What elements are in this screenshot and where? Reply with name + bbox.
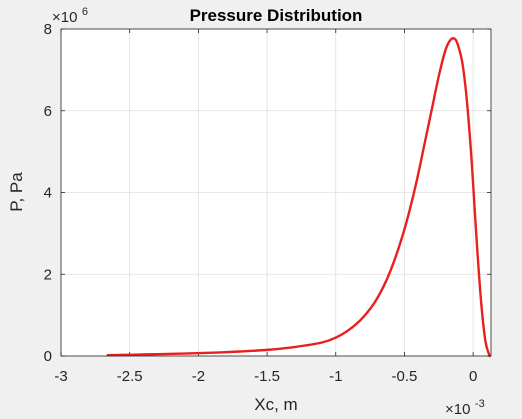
x-tick-label: -3 <box>54 368 67 385</box>
y-multiplier-exponent: 6 <box>82 6 88 18</box>
x-multiplier-base: ×10 <box>445 401 470 418</box>
y-tick-label: 2 <box>44 266 52 283</box>
x-tick-label: -1 <box>329 368 342 385</box>
x-tick-label: -1.5 <box>254 368 280 385</box>
y-tick-label: 6 <box>44 103 52 120</box>
x-tick-label: -2.5 <box>117 368 143 385</box>
pressure-series-line <box>106 37 491 358</box>
y-multiplier-base: ×10 <box>52 9 77 26</box>
y-tick-label: 0 <box>44 348 52 365</box>
x-tick-label: -0.5 <box>392 368 418 385</box>
plot-border <box>60 28 492 357</box>
x-axis-multiplier: ×10 -3 <box>445 398 485 418</box>
y-axis-multiplier: ×10 6 <box>52 6 88 26</box>
x-tick-label: -2 <box>192 368 205 385</box>
chart-title: Pressure Distribution <box>190 6 363 25</box>
x-axis-label: Xc, m <box>254 395 297 414</box>
y-tick-label: 8 <box>44 21 52 38</box>
x-tick-labels: -3 -2.5 -2 -1.5 -1 -0.5 0 <box>54 368 477 385</box>
x-multiplier-exponent: -3 <box>475 398 485 410</box>
y-tick-label: 4 <box>44 185 52 202</box>
data-series <box>106 37 491 358</box>
x-tick-label: 0 <box>469 368 477 385</box>
y-tick-labels: 0 2 4 6 8 <box>44 21 52 365</box>
y-axis-label: P, Pa <box>7 172 26 212</box>
